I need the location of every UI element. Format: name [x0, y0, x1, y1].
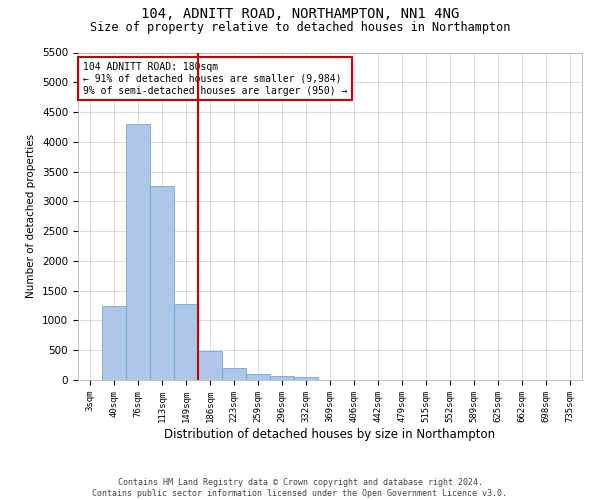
Bar — [126, 124, 150, 380]
Text: 104 ADNITT ROAD: 180sqm
← 91% of detached houses are smaller (9,984)
9% of semi-: 104 ADNITT ROAD: 180sqm ← 91% of detache… — [83, 62, 347, 96]
Bar — [198, 351, 222, 380]
Bar — [222, 368, 246, 380]
Bar — [294, 377, 318, 380]
X-axis label: Distribution of detached houses by size in Northampton: Distribution of detached houses by size … — [164, 428, 496, 440]
Bar — [150, 186, 174, 380]
Y-axis label: Number of detached properties: Number of detached properties — [26, 134, 37, 298]
Text: Size of property relative to detached houses in Northampton: Size of property relative to detached ho… — [90, 22, 510, 35]
Text: 104, ADNITT ROAD, NORTHAMPTON, NN1 4NG: 104, ADNITT ROAD, NORTHAMPTON, NN1 4NG — [141, 8, 459, 22]
Bar — [270, 376, 294, 380]
Bar — [102, 306, 126, 380]
Bar — [174, 304, 198, 380]
Text: Contains HM Land Registry data © Crown copyright and database right 2024.
Contai: Contains HM Land Registry data © Crown c… — [92, 478, 508, 498]
Bar — [246, 374, 270, 380]
